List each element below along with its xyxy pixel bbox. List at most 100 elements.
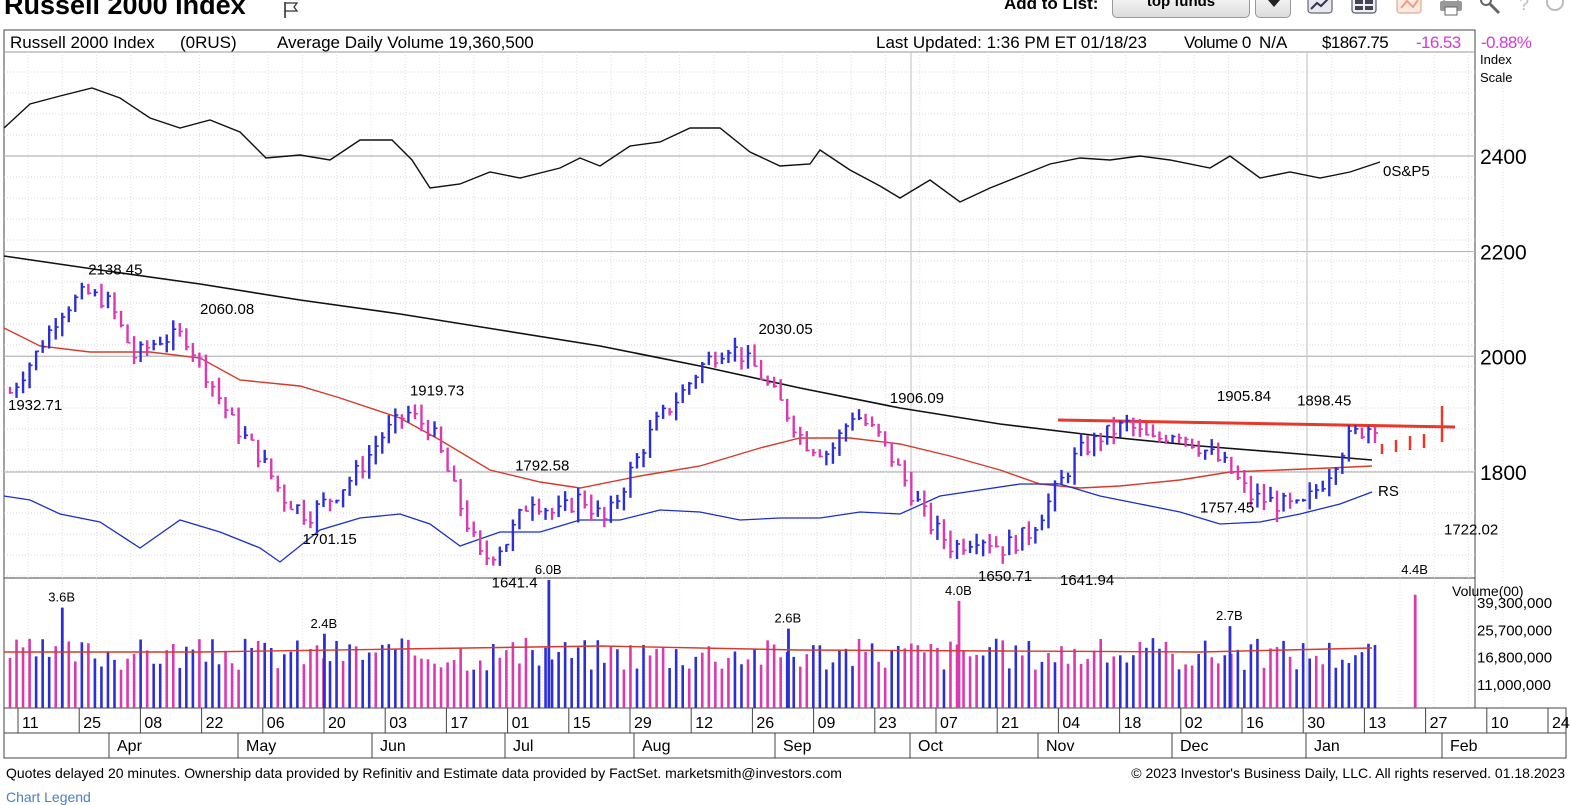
- price-bar: [583, 490, 588, 509]
- info-change: -16.53: [1416, 33, 1461, 52]
- volume-spike-label: 2.7B: [1216, 608, 1243, 623]
- price-label: 1905.84: [1217, 388, 1271, 405]
- price-bar: [629, 461, 634, 498]
- price-label: 1906.09: [890, 390, 944, 407]
- compare-icon[interactable]: [1395, 0, 1423, 16]
- price-bar: [492, 556, 497, 566]
- tools-icon[interactable]: [1477, 0, 1505, 16]
- ma-50-line: [3, 327, 1373, 489]
- price-bar: [563, 491, 569, 511]
- volume-spike-label: 2.6B: [774, 611, 801, 626]
- price-bar: [479, 530, 484, 556]
- price-bar: [113, 292, 118, 320]
- volume-tick: 16,800,000: [1477, 650, 1552, 667]
- day-tick-label: 18: [1124, 715, 1142, 732]
- volume-spike-label: 4.4B: [1401, 562, 1428, 577]
- price-bar: [139, 341, 144, 363]
- chart-legend-link[interactable]: Chart Legend: [6, 789, 91, 805]
- help-icon[interactable]: ?: [1517, 0, 1571, 16]
- layout-icon[interactable]: [1350, 0, 1378, 16]
- price-bar: [733, 337, 738, 362]
- price-bar: [165, 334, 170, 353]
- price-bar: [851, 412, 856, 431]
- price-bar: [276, 475, 281, 492]
- price-bar: [570, 497, 575, 513]
- price-bar: [87, 283, 92, 295]
- price-bar: [910, 471, 915, 506]
- day-tick-label: 02: [1185, 715, 1203, 732]
- price-bar: [818, 449, 823, 458]
- price-bar: [1223, 451, 1228, 463]
- volume-axis-title: Volume(00): [1452, 583, 1524, 599]
- price-bar: [844, 423, 849, 442]
- price-bar: [145, 340, 151, 356]
- price-bar: [400, 414, 405, 429]
- price-bar: [335, 499, 340, 504]
- price-bar: [544, 507, 549, 520]
- month-tick-label: Nov: [1046, 738, 1074, 755]
- price-bar: [1321, 480, 1326, 492]
- price-bar: [93, 289, 98, 297]
- price-bar: [870, 416, 876, 427]
- price-bar: [211, 381, 216, 397]
- price-bar: [923, 490, 928, 517]
- price-bar: [263, 449, 268, 463]
- price-bar: [100, 283, 105, 309]
- price-bar: [779, 379, 784, 401]
- month-tick-label: Aug: [642, 738, 670, 755]
- print-icon[interactable]: [1437, 0, 1465, 16]
- price-bar: [15, 382, 20, 398]
- sp500-line: [3, 87, 1381, 203]
- price-bar: [537, 498, 543, 515]
- price-label: 2060.08: [200, 301, 254, 318]
- price-bar: [511, 519, 516, 552]
- price-bar: [1145, 422, 1150, 436]
- price-bar: [328, 498, 334, 512]
- price-bar: [1066, 472, 1072, 484]
- price-label: 1898.45: [1297, 393, 1351, 410]
- price-bar: [942, 519, 947, 550]
- price-bar: [485, 540, 490, 566]
- price-bar: [590, 494, 595, 521]
- price-bar: [505, 543, 510, 553]
- price-label: 1641.4: [492, 574, 538, 591]
- month-tick-label: May: [246, 738, 276, 755]
- volume-spike-label: 6.0B: [535, 562, 562, 577]
- price-bar: [1151, 424, 1156, 438]
- price-bar: [1367, 426, 1372, 444]
- volume-tick: 25,700,000: [1477, 622, 1552, 639]
- price-bar: [1341, 452, 1346, 474]
- price-bar: [1021, 527, 1026, 551]
- price-bar: [1315, 484, 1320, 499]
- day-tick-label: 04: [1062, 715, 1080, 732]
- price-bar: [407, 405, 412, 423]
- price-bar: [1269, 486, 1274, 502]
- volume-spike-label: 2.4B: [310, 616, 337, 631]
- price-bar: [498, 546, 503, 566]
- price-label: 1932.71: [8, 397, 62, 414]
- price-bar: [1138, 418, 1143, 438]
- price-bar: [289, 500, 294, 511]
- price-bar: [159, 336, 164, 346]
- info-avg-volume: Average Daily Volume 19,360,500: [277, 33, 534, 52]
- price-bar: [609, 495, 614, 523]
- list-dropdown-button[interactable]: [1255, 0, 1291, 18]
- price-bar: [1243, 470, 1248, 493]
- price-bar: [635, 453, 640, 469]
- price-bar: [1177, 433, 1183, 444]
- price-bar: [1092, 432, 1098, 457]
- chart-icon[interactable]: [1306, 0, 1334, 16]
- list-select[interactable]: top funds: [1112, 0, 1250, 18]
- price-bar: [1158, 431, 1163, 443]
- rs-line: [3, 483, 1373, 563]
- price-bar: [230, 407, 236, 416]
- price-label: 1641.94: [1060, 572, 1114, 589]
- volume-spike-label: 4.0B: [945, 583, 972, 598]
- day-tick-label: 30: [1307, 715, 1325, 732]
- month-tick-label: Sep: [783, 738, 812, 755]
- flag-icon[interactable]: [282, 0, 302, 20]
- price-bar: [1086, 435, 1091, 456]
- price-bar: [1256, 483, 1261, 508]
- price-label: 1792.58: [515, 458, 569, 475]
- price-label: 1757.45: [1200, 499, 1254, 516]
